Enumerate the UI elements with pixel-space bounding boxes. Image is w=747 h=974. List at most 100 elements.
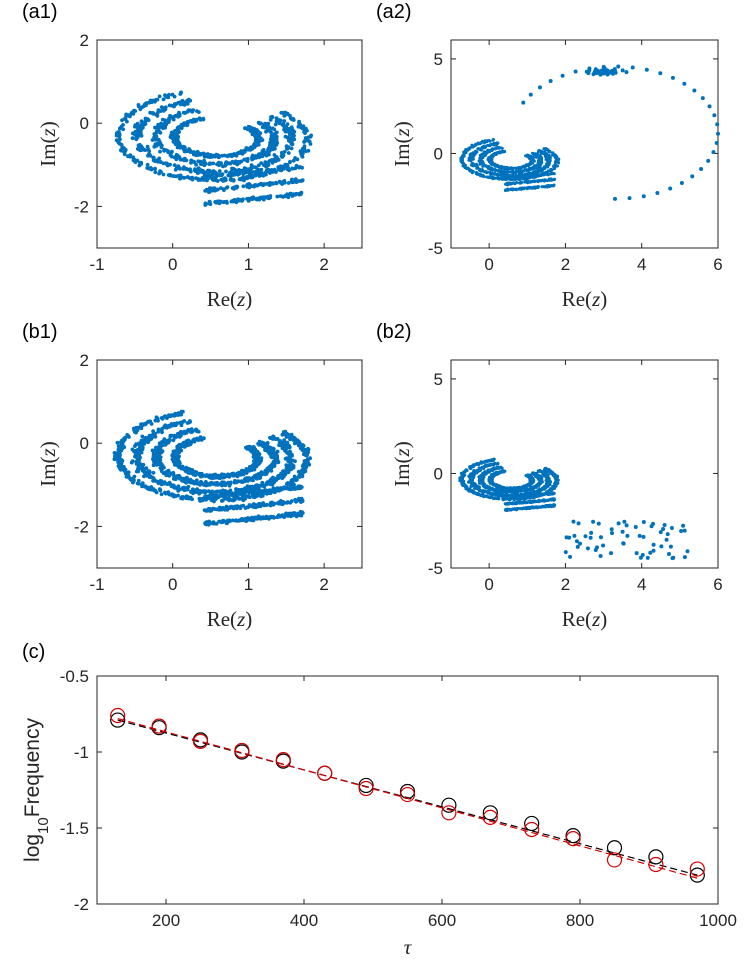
data-point xyxy=(679,180,684,185)
data-point xyxy=(184,149,189,154)
data-point xyxy=(489,168,493,172)
data-point xyxy=(173,494,178,499)
data-point xyxy=(114,451,119,456)
data-point xyxy=(294,514,299,519)
data-point xyxy=(161,126,165,131)
data-point xyxy=(271,475,275,480)
data-point xyxy=(249,163,254,168)
scatter-points xyxy=(112,409,312,527)
data-point xyxy=(238,496,243,501)
data-point xyxy=(511,181,515,185)
data-point xyxy=(627,196,632,201)
data-point xyxy=(545,185,549,189)
data-point xyxy=(239,177,243,182)
data-point xyxy=(269,137,274,142)
data-point xyxy=(163,490,167,495)
data-point xyxy=(297,124,301,129)
data-point xyxy=(251,478,255,483)
data-point xyxy=(259,196,264,201)
data-point xyxy=(241,171,246,176)
data-point xyxy=(519,174,522,178)
data-point xyxy=(151,111,156,116)
data-point xyxy=(307,462,312,467)
data-point xyxy=(184,494,189,499)
data-point xyxy=(214,200,218,205)
data-point xyxy=(297,119,301,124)
data-point xyxy=(242,178,246,183)
data-point xyxy=(219,483,224,487)
data-point xyxy=(513,178,516,182)
data-point xyxy=(150,475,155,480)
data-point xyxy=(195,471,200,476)
data-point xyxy=(492,142,496,146)
data-point xyxy=(154,445,158,450)
data-point xyxy=(496,164,500,168)
data-point xyxy=(241,197,245,202)
data-point xyxy=(478,168,481,172)
data-point xyxy=(541,150,545,154)
data-point xyxy=(208,481,213,486)
data-point xyxy=(228,173,233,178)
data-point xyxy=(306,135,311,140)
data-point xyxy=(258,515,263,520)
data-point xyxy=(496,141,500,145)
data-point xyxy=(270,132,275,137)
data-point xyxy=(191,108,196,112)
data-point xyxy=(195,168,199,173)
data-point xyxy=(142,468,147,473)
data-point xyxy=(226,153,231,158)
data-point xyxy=(711,150,716,155)
data-point xyxy=(267,452,272,456)
data-point xyxy=(203,189,208,193)
data-point xyxy=(286,469,291,473)
data-point xyxy=(527,186,531,190)
data-point xyxy=(157,441,162,446)
data-point xyxy=(515,166,519,170)
data-point xyxy=(280,513,285,517)
data-point xyxy=(161,109,166,113)
data-point xyxy=(542,173,546,177)
data-point xyxy=(257,489,262,494)
data-point xyxy=(168,433,173,438)
data-point xyxy=(153,431,158,436)
data-point xyxy=(490,149,494,152)
data-point xyxy=(290,166,295,171)
data-point xyxy=(160,117,165,122)
data-point xyxy=(485,171,489,175)
data-point xyxy=(251,466,255,470)
data-point xyxy=(183,467,188,472)
data-point xyxy=(185,100,189,105)
data-point xyxy=(308,456,312,461)
data-point xyxy=(300,464,305,468)
data-point xyxy=(295,477,299,482)
data-point xyxy=(155,416,160,421)
y-tick-label: 0 xyxy=(434,144,443,163)
data-point xyxy=(304,126,308,131)
data-point xyxy=(226,492,231,496)
data-point xyxy=(480,169,484,173)
data-point xyxy=(277,118,281,122)
data-point xyxy=(237,505,242,509)
data-point xyxy=(165,482,170,486)
axes-box xyxy=(96,39,363,249)
data-point xyxy=(180,100,185,105)
data-point xyxy=(286,151,291,155)
data-point xyxy=(139,133,144,138)
data-point xyxy=(119,457,124,462)
data-point xyxy=(476,142,480,146)
data-point xyxy=(514,170,518,174)
data-point xyxy=(491,138,495,142)
data-point xyxy=(183,444,187,448)
data-point xyxy=(237,197,242,202)
data-point xyxy=(544,147,548,151)
data-point xyxy=(518,178,522,182)
data-point xyxy=(262,151,266,156)
data-point xyxy=(148,100,153,104)
data-point xyxy=(133,427,138,431)
data-point xyxy=(188,148,193,153)
data-point xyxy=(199,162,204,167)
data-point xyxy=(268,435,272,440)
data-point xyxy=(157,461,162,466)
data-point xyxy=(655,190,660,195)
data-point xyxy=(491,177,495,180)
